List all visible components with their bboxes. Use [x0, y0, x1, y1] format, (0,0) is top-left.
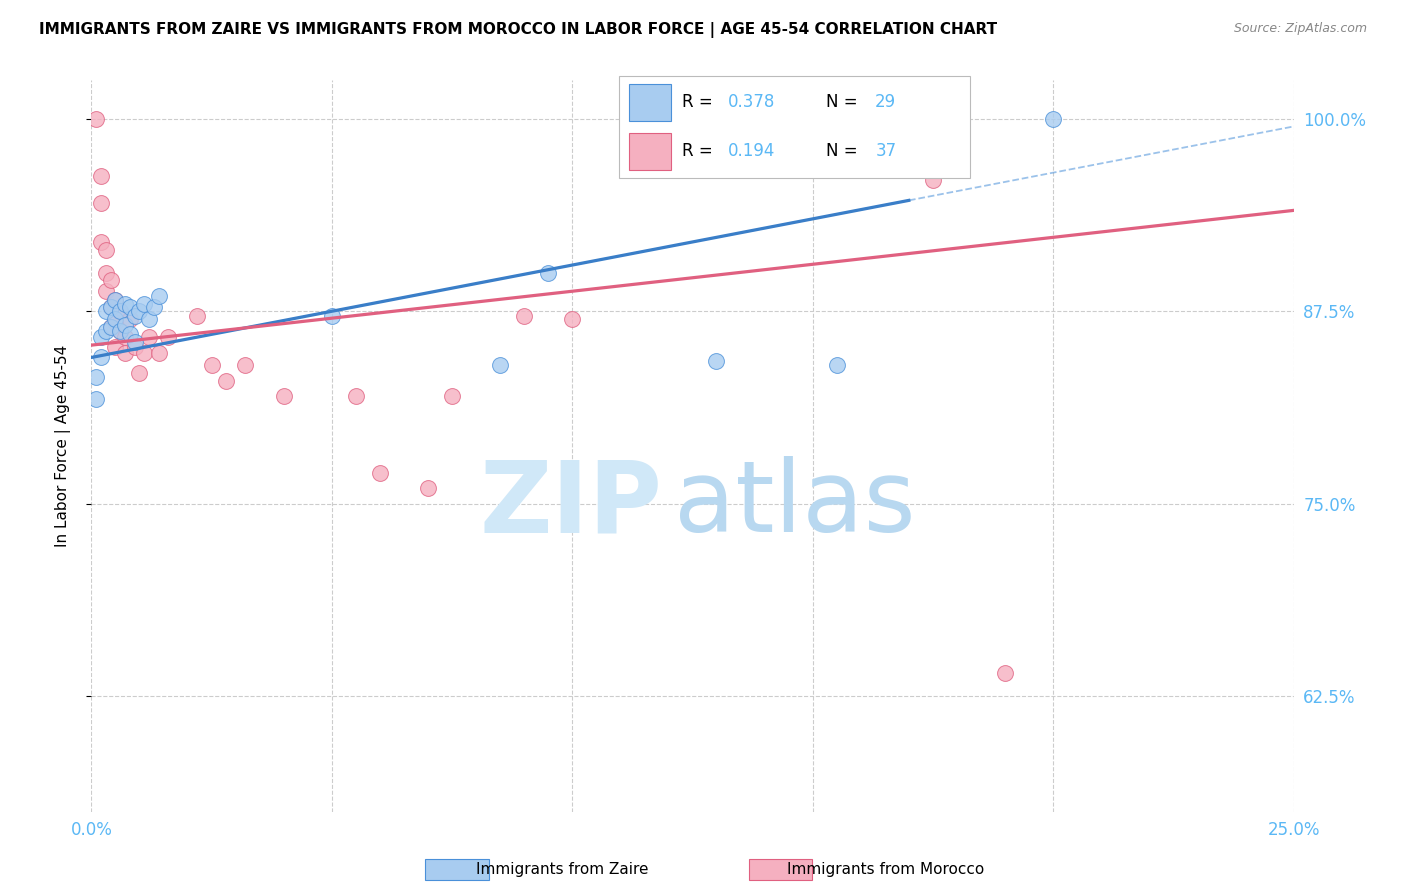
Point	[114, 318, 136, 332]
FancyBboxPatch shape	[619, 76, 970, 178]
Point	[148, 289, 170, 303]
Point	[134, 296, 156, 310]
Point	[561, 312, 583, 326]
Text: ZIP: ZIP	[479, 456, 662, 553]
Text: Source: ZipAtlas.com: Source: ZipAtlas.com	[1233, 22, 1367, 36]
Y-axis label: In Labor Force | Age 45-54: In Labor Force | Age 45-54	[55, 345, 70, 547]
Point	[110, 304, 132, 318]
Point	[114, 330, 136, 344]
Text: 0.194: 0.194	[728, 142, 775, 161]
Point	[922, 173, 945, 187]
Point	[118, 327, 141, 342]
Point	[706, 353, 728, 368]
Point	[148, 346, 170, 360]
Point	[90, 235, 112, 249]
Point	[537, 266, 560, 280]
Point	[104, 293, 127, 308]
Point	[138, 312, 160, 326]
Point	[84, 112, 107, 126]
Point	[825, 358, 848, 372]
Point	[134, 346, 156, 360]
Point	[94, 243, 117, 257]
Point	[104, 315, 127, 329]
Point	[118, 312, 141, 326]
Text: 29: 29	[875, 93, 897, 111]
Point	[114, 346, 136, 360]
Text: R =: R =	[682, 93, 718, 111]
Point	[416, 481, 439, 495]
Point	[124, 340, 146, 354]
Point	[124, 309, 146, 323]
Point	[90, 169, 112, 183]
Text: 0.378: 0.378	[728, 93, 775, 111]
Point	[100, 319, 122, 334]
Point	[104, 340, 127, 354]
Point	[368, 466, 391, 480]
Point	[90, 330, 112, 344]
Point	[273, 389, 295, 403]
Text: atlas: atlas	[675, 456, 917, 553]
Point	[104, 312, 127, 326]
Point	[114, 296, 136, 310]
Point	[489, 358, 512, 372]
Point	[90, 196, 112, 211]
Point	[142, 300, 165, 314]
Point	[100, 300, 122, 314]
Point	[100, 300, 122, 314]
Point	[94, 285, 117, 299]
Point	[110, 324, 132, 338]
Point	[104, 293, 127, 308]
Point	[440, 389, 463, 403]
Text: Immigrants from Morocco: Immigrants from Morocco	[787, 863, 984, 877]
Point	[110, 304, 132, 318]
Point	[100, 273, 122, 287]
Text: Immigrants from Zaire: Immigrants from Zaire	[477, 863, 648, 877]
Point	[94, 324, 117, 338]
Point	[186, 309, 208, 323]
Point	[1042, 112, 1064, 126]
FancyBboxPatch shape	[630, 84, 672, 121]
Point	[110, 324, 132, 338]
Point	[157, 330, 180, 344]
Point	[344, 389, 367, 403]
Point	[118, 300, 141, 314]
FancyBboxPatch shape	[630, 133, 672, 170]
Text: 37: 37	[875, 142, 897, 161]
Point	[138, 330, 160, 344]
Point	[128, 366, 150, 380]
FancyBboxPatch shape	[425, 859, 489, 880]
Point	[215, 374, 238, 388]
Point	[100, 319, 122, 334]
Point	[84, 392, 107, 406]
Point	[513, 309, 536, 323]
Point	[233, 358, 256, 372]
Text: N =: N =	[825, 93, 863, 111]
Point	[124, 334, 146, 349]
Point	[94, 266, 117, 280]
Point	[128, 304, 150, 318]
Point	[94, 304, 117, 318]
Point	[84, 370, 107, 384]
Point	[90, 351, 112, 365]
Point	[201, 358, 224, 372]
Point	[994, 666, 1017, 681]
FancyBboxPatch shape	[749, 859, 813, 880]
Text: R =: R =	[682, 142, 718, 161]
Point	[321, 309, 343, 323]
Text: IMMIGRANTS FROM ZAIRE VS IMMIGRANTS FROM MOROCCO IN LABOR FORCE | AGE 45-54 CORR: IMMIGRANTS FROM ZAIRE VS IMMIGRANTS FROM…	[39, 22, 997, 38]
Text: N =: N =	[825, 142, 863, 161]
